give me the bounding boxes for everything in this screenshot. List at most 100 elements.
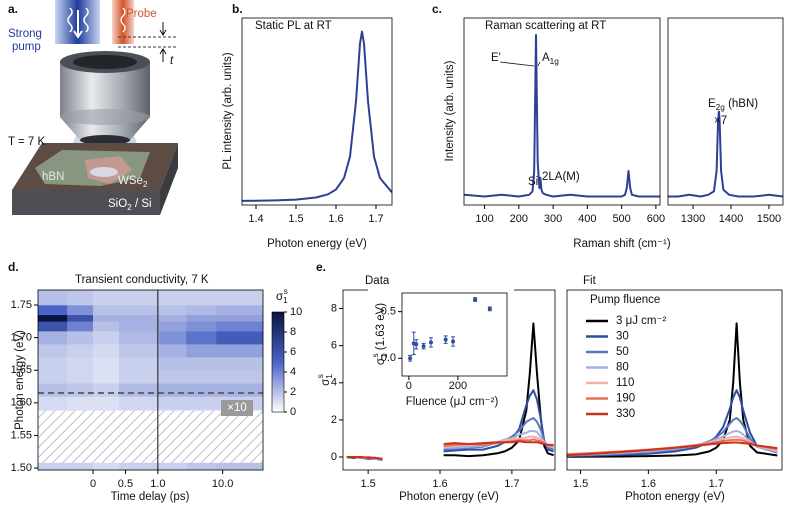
heatmap-cell xyxy=(38,321,68,332)
heatmap-cell xyxy=(67,370,94,384)
heatmap-cell xyxy=(216,383,244,397)
heatmap-cell xyxy=(243,370,264,384)
colorbar-tick-label: 10 xyxy=(290,306,302,318)
heatmap-cell xyxy=(159,314,187,322)
y-tick-label: 1.55 xyxy=(11,429,32,441)
y-axis-label-part: s xyxy=(371,353,380,357)
heatmap-cell xyxy=(38,370,68,384)
heatmap-cell xyxy=(67,314,94,322)
x-tick-label: 1.5 xyxy=(361,478,376,490)
pump-label: Strong xyxy=(8,28,42,40)
panel-label: e. xyxy=(316,260,326,274)
delay-arrows xyxy=(159,22,167,62)
x-tick-label: 300 xyxy=(544,213,562,225)
x-tick-label: 1.6 xyxy=(328,213,343,225)
panel-label: a. xyxy=(8,2,18,16)
y-axis-label: σ1s xyxy=(316,374,334,386)
heatmap-cell xyxy=(38,461,68,471)
heatmap-cell xyxy=(159,396,187,410)
heatmap-cell xyxy=(159,331,187,345)
legend-title: Pump fluence xyxy=(590,294,660,306)
plot-frame xyxy=(401,292,508,377)
chart-title: Raman scattering at RT xyxy=(485,20,606,32)
colorbar-label-part: s xyxy=(284,287,288,296)
y-axis-label-part: 1 xyxy=(380,353,389,358)
heatmap-cell xyxy=(38,305,68,316)
legend-label: 50 xyxy=(616,346,629,358)
y-tick-label: 1.65 xyxy=(11,364,32,376)
heatmap-cell xyxy=(118,396,160,410)
heatmap-cell xyxy=(159,461,187,471)
heatmap-cell xyxy=(118,461,160,471)
heatmap-cell xyxy=(93,321,120,332)
plot-frame xyxy=(241,17,393,206)
heatmap-cell xyxy=(118,305,160,316)
annotation-part: (hBN) xyxy=(725,98,758,110)
heatmap-cell xyxy=(243,357,264,371)
data-point xyxy=(428,340,433,345)
heatmap-cell xyxy=(216,305,244,316)
x-axis-label: Photon energy (eV) xyxy=(267,238,367,250)
scale-note: ×10 xyxy=(227,402,247,414)
heatmap-cell xyxy=(93,290,120,306)
heatmap-cell xyxy=(93,344,120,358)
heatmap-cell xyxy=(216,370,244,384)
heatmap-cell xyxy=(118,344,160,358)
heatmap-cell xyxy=(186,321,217,332)
plot-frame xyxy=(463,17,661,206)
legend-label: 330 xyxy=(616,408,635,420)
annotation-part: E xyxy=(708,98,716,110)
annotation-arrow xyxy=(499,61,535,67)
x-tick-label: 1.0 xyxy=(150,478,165,490)
pump-wave xyxy=(67,7,89,33)
colorbar-label: σ1s xyxy=(276,287,288,305)
objective-aperture xyxy=(73,55,137,69)
data-point xyxy=(421,344,426,349)
x-tick-label: 200 xyxy=(510,213,528,225)
x-tick-label: 0.5 xyxy=(118,478,133,490)
colorbar-tick-label: 0 xyxy=(290,406,296,418)
colorbar-label-part: σ xyxy=(276,291,283,303)
heatmap-cell xyxy=(118,331,160,345)
heatmap-cell xyxy=(118,321,160,332)
heatmap-cell xyxy=(93,461,120,471)
heatmap-cell xyxy=(38,357,68,371)
heatmap-cell xyxy=(67,396,94,410)
annotation: E2g (hBN) xyxy=(708,98,758,112)
y-tick-label: 1.75 xyxy=(11,299,32,311)
y-tick-label: 8 xyxy=(331,302,337,314)
x-axis-label: Photon energy (eV) xyxy=(625,491,725,503)
annotation: E' xyxy=(491,52,501,64)
x-tick-label: 600 xyxy=(647,213,665,225)
y-axis-label: σ1s (1.63 eV) xyxy=(371,303,389,365)
data-point xyxy=(408,356,413,361)
delay-label: t xyxy=(170,55,174,67)
colorbar-tick-label: 6 xyxy=(290,346,296,358)
chart-title: Static PL at RT xyxy=(255,20,332,32)
probe-label: Probe xyxy=(126,8,157,20)
wse2-label-part: 2 xyxy=(143,180,148,189)
x-tick-label: 200 xyxy=(449,380,467,392)
y-axis-label: Photon energy (eV) xyxy=(14,330,26,430)
colorbar xyxy=(271,311,285,413)
x-tick-label: 1.7 xyxy=(368,213,383,225)
substrate-label-part: SiO xyxy=(108,198,127,210)
y-axis-label-part: s xyxy=(316,374,325,378)
plot-frame xyxy=(37,289,264,471)
heatmap-cell xyxy=(186,305,217,316)
heatmap-cell xyxy=(216,314,244,322)
heatmap-cell xyxy=(186,370,217,384)
data-point xyxy=(487,306,492,311)
series-line xyxy=(242,30,392,202)
y-tick-label: 1.50 xyxy=(11,462,32,474)
masked-hatch xyxy=(38,410,263,463)
x-tick-label: 1.7 xyxy=(709,478,724,490)
heatmap-cell xyxy=(38,331,68,345)
heatmap-cell xyxy=(67,321,94,332)
wse2-label-part: WSe xyxy=(118,175,143,187)
heatmap-cell xyxy=(243,321,264,332)
annotation: Si xyxy=(528,176,538,188)
heatmap-cell xyxy=(93,370,120,384)
heatmap-cell xyxy=(159,321,187,332)
